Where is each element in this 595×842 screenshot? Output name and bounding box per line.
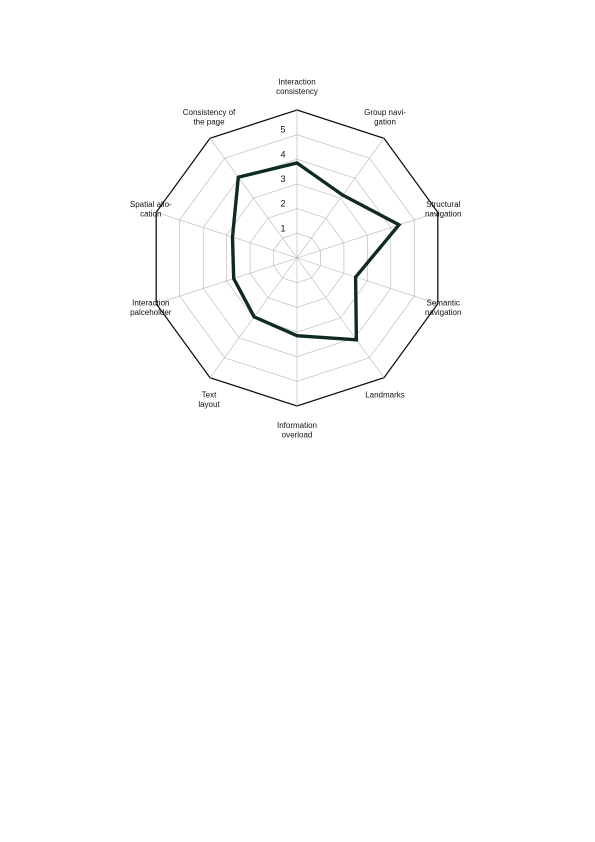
- radar-axis-label-line: Information: [277, 421, 317, 430]
- radar-data-point: [355, 338, 358, 342]
- radar-axis-label-line: Interaction: [278, 78, 315, 87]
- radar-spoke: [296, 212, 438, 259]
- radar-data-point: [252, 315, 256, 319]
- radar-axis-label-line: Spatial allo-: [130, 200, 172, 209]
- radar-spoke: [156, 257, 298, 304]
- radar-axis-label: Group navi-gation: [364, 108, 406, 127]
- radar-axis-label-line: the page: [193, 118, 225, 127]
- radar-axis-label-line: layout: [198, 400, 220, 409]
- radar-data-point: [232, 277, 236, 280]
- radar-axis-label: Text layout: [198, 390, 220, 409]
- radar-axis-label: Information overload: [277, 421, 317, 440]
- radar-axis-label-line: Landmarks: [365, 390, 405, 399]
- radar-data-point: [341, 193, 345, 197]
- radar-tick-labels: 1 2 3 4 5: [280, 125, 285, 234]
- radar-axis-label-line: Group navi-: [364, 108, 406, 117]
- radar-tick-label: 2: [280, 199, 285, 209]
- radar-axis-label-line: consistency: [276, 87, 318, 96]
- radar-axis-label-line: Semantic: [427, 299, 460, 308]
- radar-axis-label-line: palceholder: [130, 308, 172, 317]
- radar-axis-label-line: overload: [282, 431, 313, 440]
- radar-data-point: [295, 334, 299, 338]
- radar-spoke: [296, 257, 385, 378]
- radar-axis-label-line: navigation: [425, 209, 461, 218]
- radar-data-point: [295, 161, 299, 165]
- radar-data-point: [354, 275, 357, 279]
- radar-series-line: [230, 161, 402, 342]
- radar-axis-label: Landmarks: [365, 390, 405, 399]
- radar-axis-label-line: Interaction: [132, 299, 169, 308]
- radar-series: [230, 161, 402, 342]
- radar-axis-label-line: cation: [140, 209, 161, 218]
- radar-spoke: [296, 138, 385, 259]
- radar-spoke: [296, 257, 438, 304]
- radar-tick-label: 5: [280, 125, 285, 135]
- radar-tick-label: 4: [280, 149, 285, 159]
- radar-axis-label: Spatial allo-cation: [130, 200, 172, 219]
- radar-spoke: [209, 138, 298, 259]
- radar-axis-label: Interaction palceholder: [130, 299, 172, 318]
- radar-data-point: [397, 223, 401, 227]
- radar-axis-label-line: Structural: [426, 200, 460, 209]
- radar-tick-label: 3: [280, 174, 285, 184]
- radar-data-point: [231, 235, 234, 239]
- radar-spoke: [156, 212, 298, 259]
- radar-axis-label-line: Text: [202, 390, 217, 399]
- radar-axis-label: Consistency of the page: [183, 108, 236, 127]
- radar-axis-label: Interaction consistency: [276, 78, 318, 97]
- radar-axis-label-line: gation: [374, 118, 396, 127]
- radar-axis-label: Structural navigation: [425, 200, 461, 219]
- radar-tick-label: 1: [280, 223, 285, 233]
- radar-data-point: [236, 175, 240, 179]
- radar-axis-label: Semantic navigation: [425, 299, 461, 318]
- radar-axis-label-line: navigation: [425, 308, 461, 317]
- radar-axis-label-line: Consistency of: [183, 108, 236, 117]
